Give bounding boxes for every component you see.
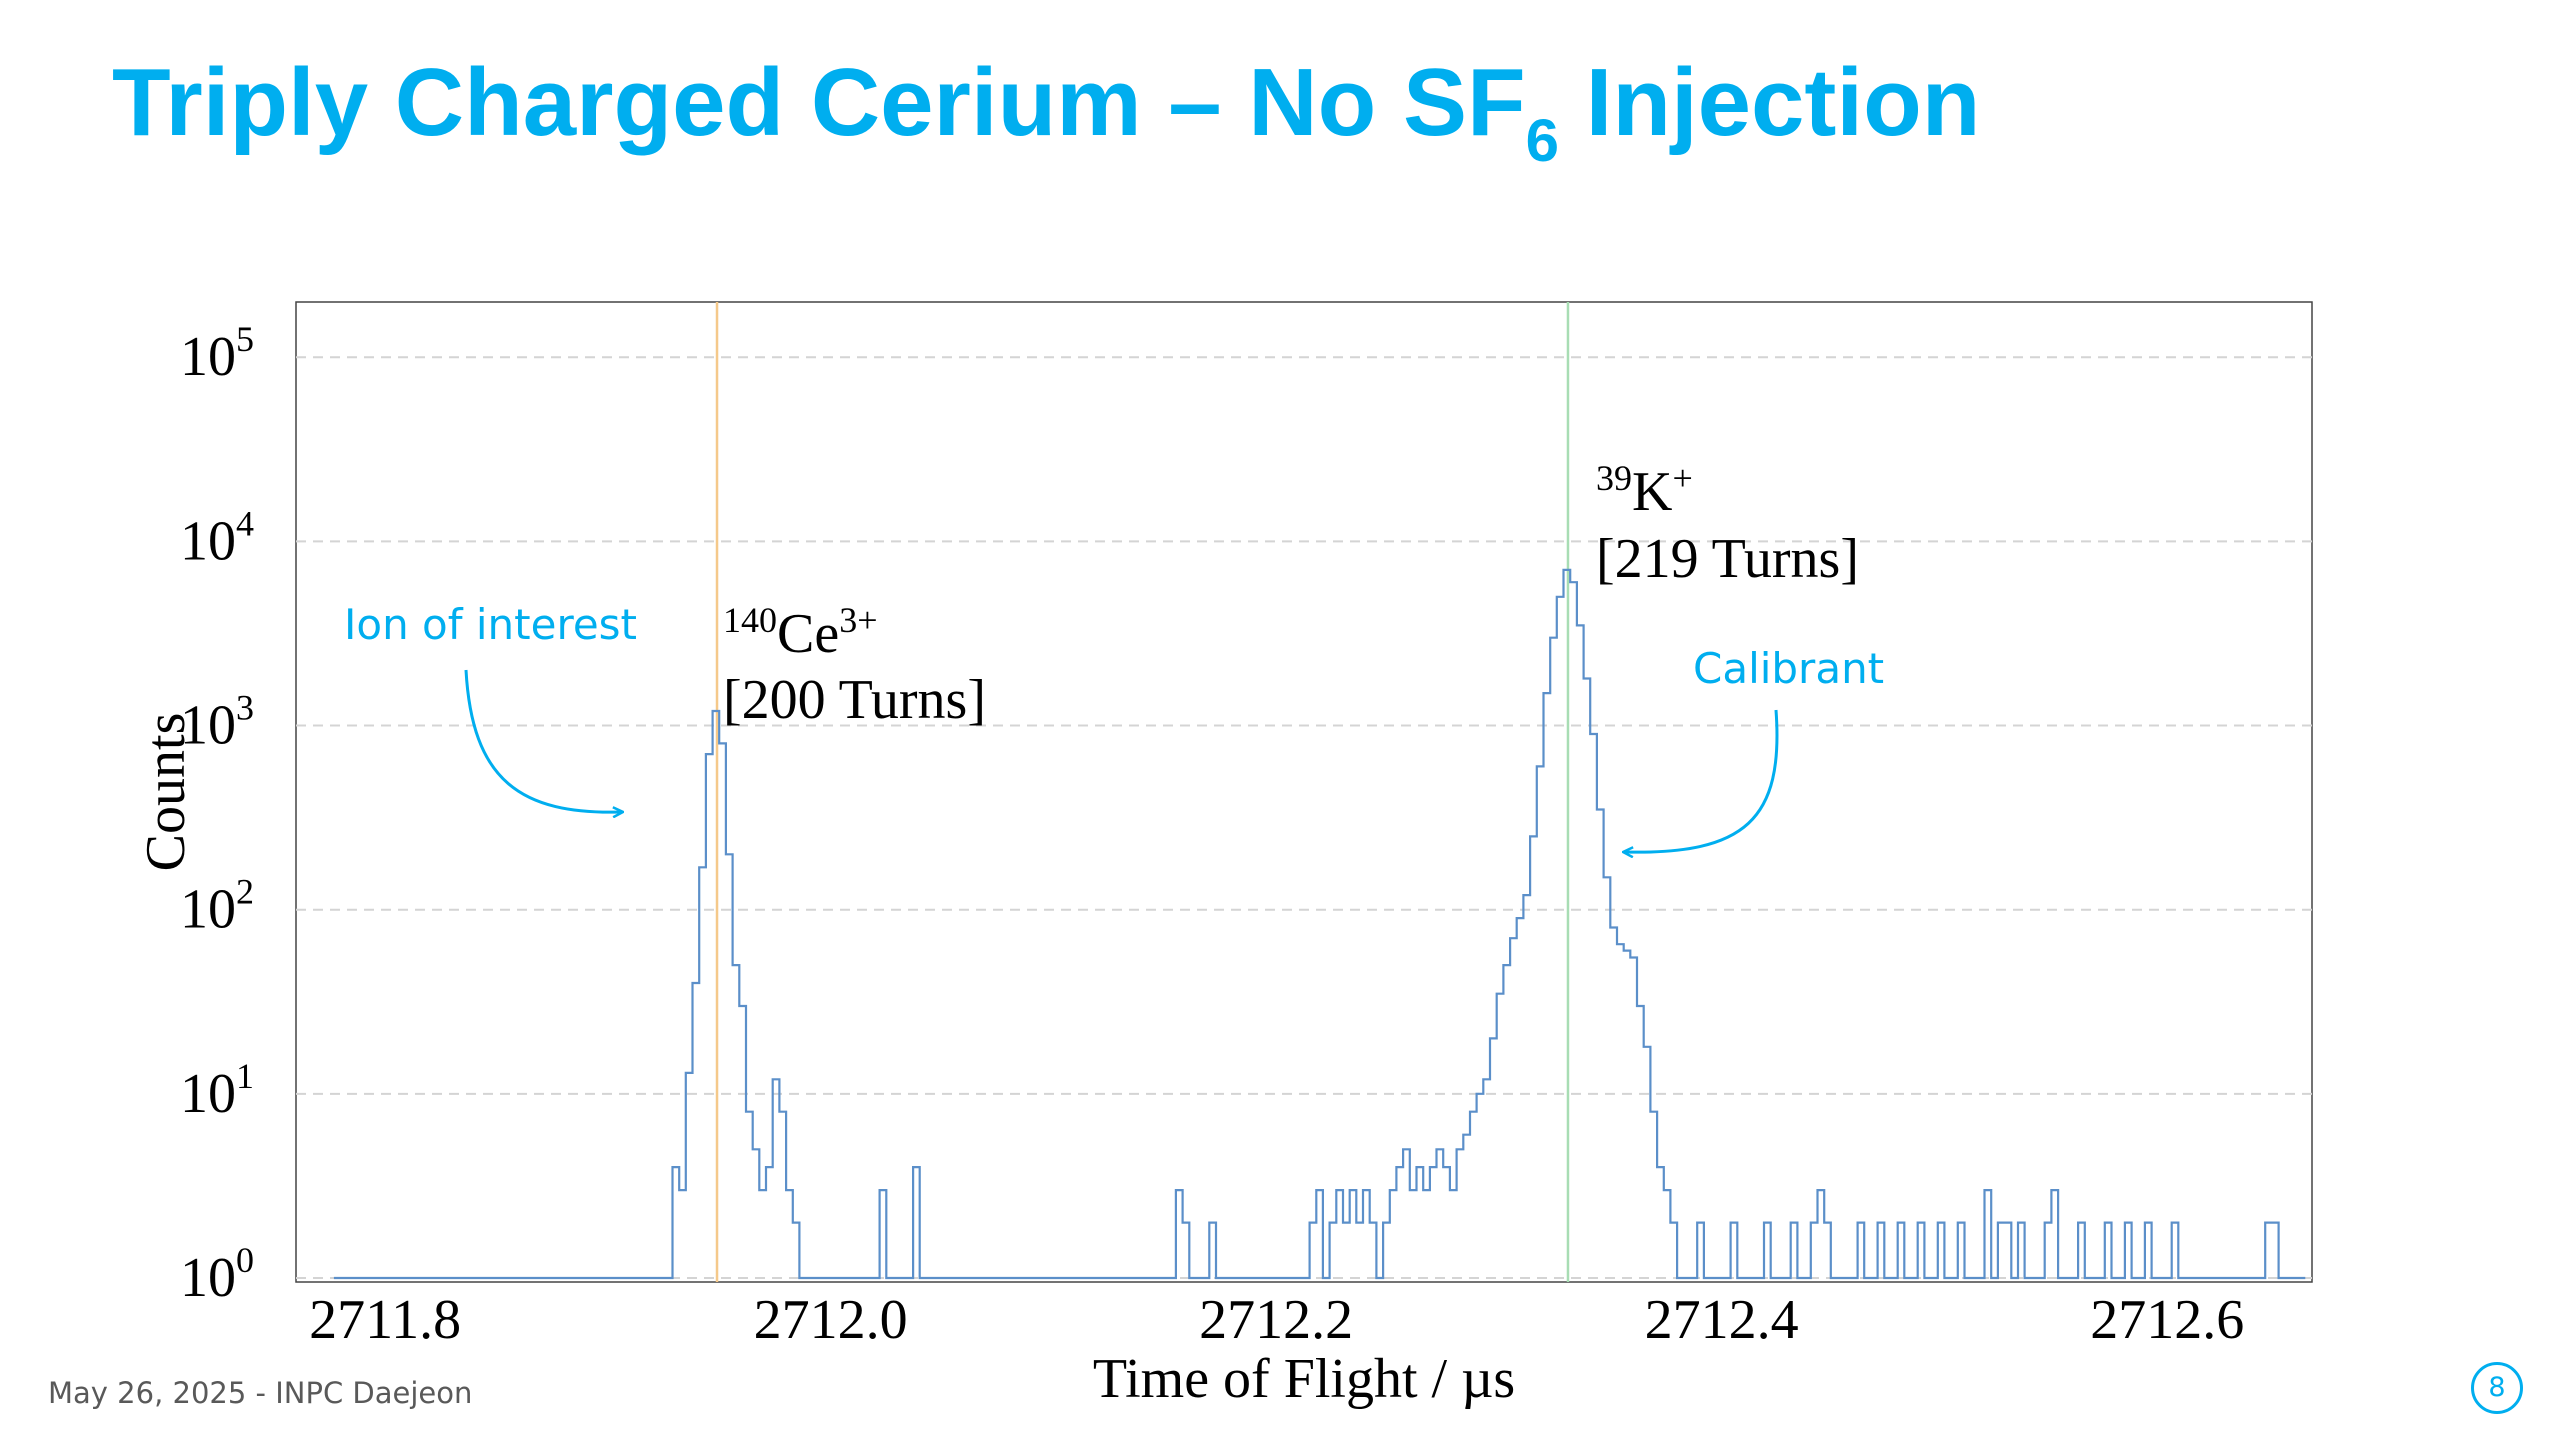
y-gridlines	[296, 356, 2312, 1279]
y-tick-label: 100	[180, 1240, 254, 1309]
y-tick-label: 105	[180, 319, 254, 388]
peak-marker-lines	[715, 302, 1570, 1282]
peak-label-ce: 140Ce3+	[723, 600, 878, 665]
x-axis-label: Time of Flight / µs	[1093, 1348, 1515, 1410]
x-tick-label: 2712.4	[1645, 1289, 1799, 1351]
x-tick-labels: 2711.8 2712.0 2712.2 2712.4 2712.6	[309, 1289, 2244, 1351]
y-axis-label: Counts	[135, 713, 197, 872]
y-tick-label: 101	[180, 1056, 254, 1125]
peak-turns-ce: [200 Turns]	[723, 669, 986, 731]
x-tick-label: 2712.0	[754, 1289, 908, 1351]
annotation-arrow-ion	[464, 669, 622, 812]
y-tick-label: 102	[180, 872, 254, 941]
x-tick-label: 2712.2	[1199, 1289, 1353, 1351]
annotation-calibrant: Calibrant	[1693, 644, 1884, 693]
peak-turns-k: [219 Turns]	[1596, 528, 1859, 590]
footer-date-event: May 26, 2025 - INPC Daejeon	[48, 1376, 473, 1410]
x-tick-label: 2711.8	[309, 1289, 461, 1351]
peak-label-k: 39K+	[1596, 458, 1693, 523]
annotation-ion-of-interest: Ion of interest	[344, 600, 637, 649]
title-subscript: 6	[1525, 107, 1559, 174]
plot-frame	[295, 301, 2313, 1283]
y-tick-labels: 105 104 103 102 101 100	[180, 319, 254, 1309]
histogram-series	[333, 568, 2306, 1280]
x-tick-label: 2712.6	[2090, 1289, 2244, 1351]
y-tick-label: 104	[180, 503, 254, 572]
annotation-arrow-calibrant	[1624, 709, 1779, 852]
slide-title: Triply Charged Cerium – No SF6 Injection	[112, 49, 1981, 174]
page-number-badge: 8	[2471, 1362, 2523, 1414]
y-tick-label: 103	[180, 688, 254, 757]
